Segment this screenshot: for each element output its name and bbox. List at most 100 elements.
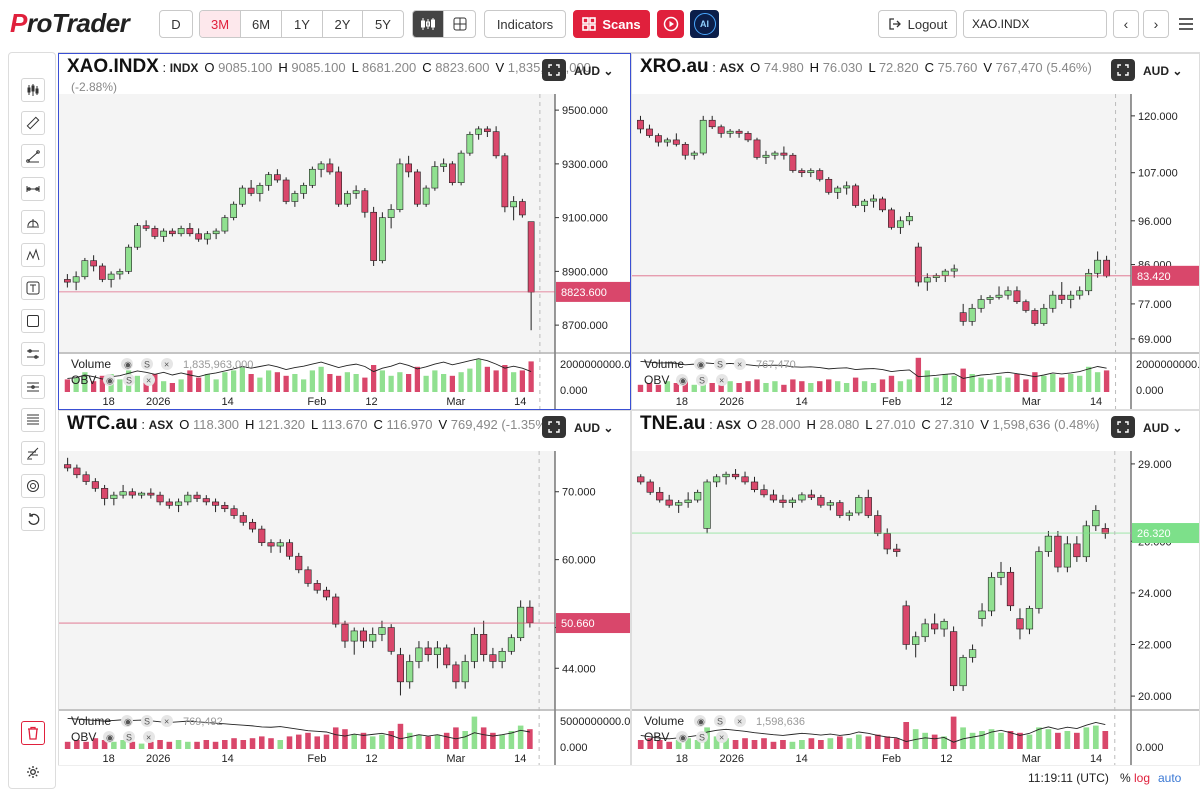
auto-scale-toggle[interactable]: auto — [1158, 771, 1182, 785]
currency-selector[interactable]: AUD ⌄ — [574, 64, 613, 78]
range-6m-button[interactable]: 6M — [241, 11, 282, 37]
arc-tool-button[interactable] — [21, 210, 45, 234]
fullscreen-button[interactable] — [1111, 416, 1135, 438]
trendline-tool-button[interactable] — [21, 144, 45, 168]
fullscreen-button[interactable] — [542, 416, 566, 438]
candle-body — [940, 620, 948, 630]
settings-s-icon[interactable] — [123, 374, 135, 386]
remove-x-icon[interactable] — [143, 374, 155, 386]
settings-s-icon[interactable] — [696, 731, 708, 743]
fullscreen-button[interactable] — [542, 59, 566, 81]
symbol-name[interactable]: XAO.INDX — [67, 56, 159, 77]
price-chart[interactable]: 29.00026.00024.00022.00020.00026.3200.00… — [632, 411, 1199, 766]
expand-icon — [548, 64, 560, 76]
visibility-eye-icon[interactable] — [103, 374, 115, 386]
protrader-logo[interactable]: ProTrader — [10, 8, 130, 38]
currency-label: AUD — [574, 421, 600, 435]
settings-s-icon[interactable] — [141, 715, 153, 727]
visibility-eye-icon[interactable] — [103, 731, 115, 743]
chart-panel-wtc[interactable]: 70.00060.00050.00044.00050.6605000000000… — [58, 410, 631, 767]
text-tool-button[interactable] — [21, 276, 45, 300]
settings-s-icon[interactable] — [696, 374, 708, 386]
range-5y-button[interactable]: 5Y — [375, 16, 391, 32]
candle-body — [1082, 525, 1090, 558]
volume-bar — [861, 381, 868, 392]
chart-panel-xao[interactable]: 9500.000 9300.000 9100.000 8900.000 8700.000… — [58, 53, 631, 410]
remove-x-icon[interactable] — [716, 731, 728, 743]
symbol-name[interactable]: TNE.au — [640, 413, 706, 434]
candle-body — [116, 271, 124, 275]
reset-tool-button[interactable] — [21, 507, 45, 531]
symbol-name[interactable]: WTC.au — [67, 413, 138, 434]
candle-body — [193, 494, 201, 499]
ai-assistant-button[interactable]: AI — [690, 10, 719, 38]
settings-s-icon[interactable] — [141, 358, 153, 370]
play-button[interactable] — [657, 10, 684, 38]
price-chart[interactable]: 9500.000 9300.000 9100.000 8900.000 8700.000… — [59, 54, 630, 409]
currency-selector[interactable]: AUD ⌄ — [574, 421, 613, 435]
last-price-badge — [1132, 523, 1199, 544]
chart-panel-xro[interactable]: 120.000 107.000 96.000 86.000 77.000 69.000 83… — [631, 53, 1200, 410]
parallel-lines-tool-button[interactable] — [21, 342, 45, 366]
remove-x-icon-glyph: × — [737, 717, 742, 727]
gann-tool-button[interactable] — [21, 441, 45, 465]
daily-interval-button[interactable]: D — [159, 10, 193, 38]
price-chart[interactable]: 70.00060.00050.00044.00050.6605000000000… — [59, 411, 630, 766]
previous-symbol-button[interactable]: ‹ — [1113, 10, 1139, 38]
settings-s-icon-glyph: S — [126, 733, 132, 743]
visibility-eye-icon[interactable] — [694, 358, 706, 370]
percent-scale-toggle[interactable]: % — [1120, 771, 1131, 785]
scans-button[interactable]: Scans — [573, 10, 650, 38]
rectangle-tool-button[interactable] — [21, 309, 45, 333]
visibility-eye-icon[interactable] — [694, 715, 706, 727]
logout-button[interactable]: Logout — [878, 10, 957, 38]
indicator-tool-button[interactable] — [21, 78, 45, 102]
remove-x-icon-glyph: × — [719, 733, 724, 743]
remove-x-icon[interactable] — [716, 374, 728, 386]
currency-selector[interactable]: AUD ⌄ — [1143, 64, 1182, 78]
next-symbol-button[interactable]: › — [1143, 10, 1169, 38]
candlestick-mode-button[interactable] — [413, 11, 445, 37]
currency-selector[interactable]: AUD ⌄ — [1143, 421, 1182, 435]
chart-panel-tne[interactable]: 29.00026.00024.00022.00020.00026.3200.00… — [631, 410, 1200, 767]
settings-s-icon[interactable] — [714, 358, 726, 370]
settings-button[interactable] — [21, 760, 45, 784]
symbol-search-input[interactable] — [963, 10, 1107, 38]
candle-body — [1076, 290, 1084, 296]
horizontal-line-tool-button[interactable] — [21, 177, 45, 201]
delete-drawings-button[interactable] — [21, 721, 45, 745]
visibility-eye-icon[interactable] — [676, 731, 688, 743]
price-chart[interactable]: 120.000107.00096.00086.00077.00069.00083… — [632, 54, 1199, 409]
menu-button[interactable] — [1174, 10, 1198, 38]
remove-x-icon[interactable] — [734, 358, 746, 370]
remove-x-icon[interactable] — [734, 715, 746, 727]
log-scale-toggle[interactable]: log — [1134, 771, 1151, 785]
fullscreen-button[interactable] — [1111, 59, 1135, 81]
fibonacci-tool-button[interactable] — [21, 408, 45, 432]
visibility-eye-icon[interactable] — [121, 358, 133, 370]
settings-s-icon[interactable] — [714, 715, 726, 727]
remove-x-icon[interactable] — [161, 358, 173, 370]
remove-x-icon[interactable] — [143, 731, 155, 743]
scans-grid-icon — [582, 17, 597, 31]
visibility-eye-icon[interactable] — [121, 715, 133, 727]
ruler-tool-button[interactable] — [21, 111, 45, 135]
grid-layout-button[interactable] — [444, 11, 475, 37]
volume-bar — [1068, 374, 1074, 392]
visibility-eye-icon[interactable] — [676, 374, 688, 386]
candle-body — [230, 203, 237, 218]
range-1y-button[interactable]: 1Y — [282, 11, 323, 37]
pattern-tool-button[interactable] — [21, 243, 45, 267]
indicators-button[interactable]: Indicators — [484, 10, 566, 38]
settings-s-icon-glyph: S — [699, 376, 705, 386]
symbol-name[interactable]: XRO.au — [640, 56, 709, 77]
candle-body — [449, 163, 456, 183]
cycles-tool-button[interactable] — [21, 474, 45, 498]
x-tick-label: Feb — [882, 753, 901, 765]
remove-x-icon[interactable] — [161, 715, 173, 727]
measure-tool-button[interactable] — [21, 375, 45, 399]
candle-body — [452, 664, 460, 683]
range-3m-button[interactable]: 3M — [200, 11, 241, 37]
settings-s-icon[interactable] — [123, 731, 135, 743]
range-2y-button[interactable]: 2Y — [323, 11, 363, 37]
